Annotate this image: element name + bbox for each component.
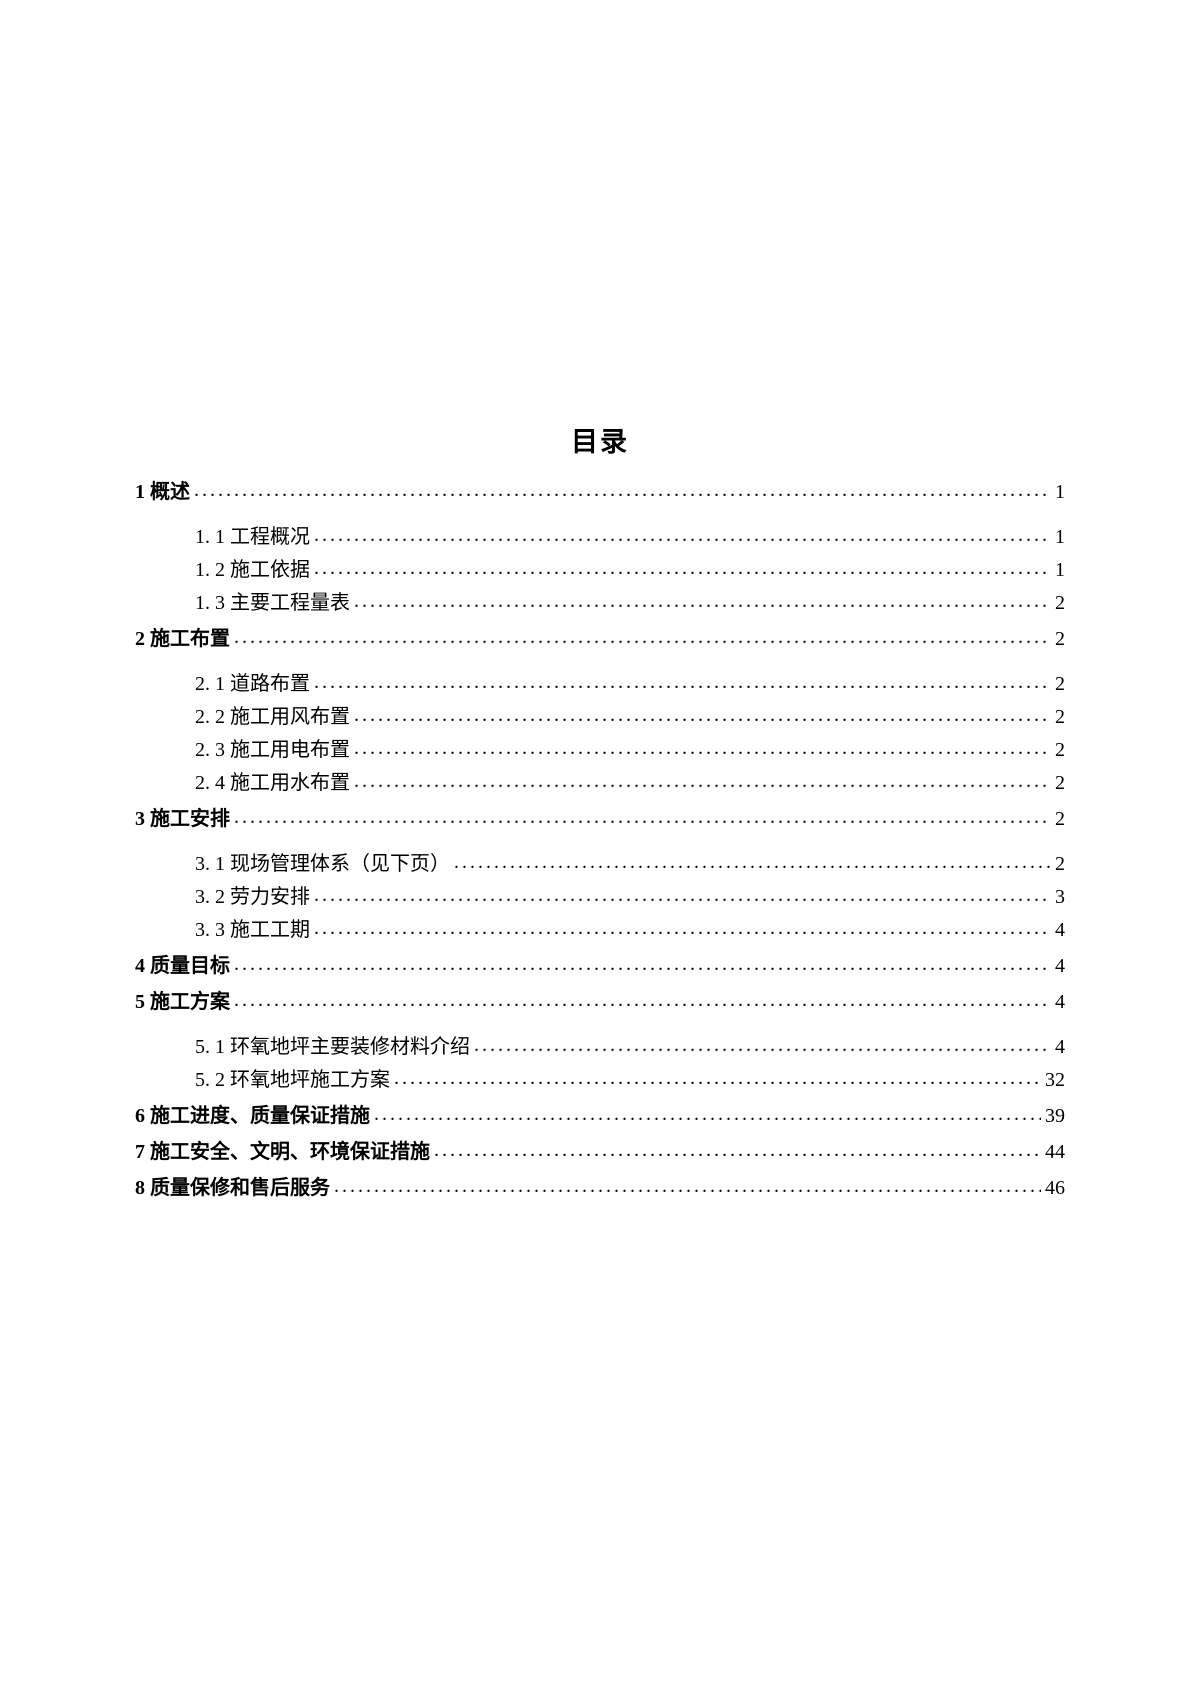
toc-dots xyxy=(314,880,1051,910)
toc-entry-label: 3 施工安排 xyxy=(135,804,230,834)
toc-dots xyxy=(394,1063,1041,1093)
toc-entry-page: 2 xyxy=(1055,804,1065,834)
toc-entry-label: 2. 2 施工用风布置 xyxy=(195,702,350,732)
toc-entry: 1. 3 主要工程量表 2 xyxy=(135,588,1065,618)
toc-entry-page: 2 xyxy=(1055,669,1065,699)
toc-dots xyxy=(314,553,1051,583)
toc-entry-label: 2. 3 施工用电布置 xyxy=(195,735,350,765)
toc-entry-page: 32 xyxy=(1045,1065,1065,1095)
toc-dots xyxy=(314,520,1051,550)
page-content: 目录 1 概述 1 1. 1 工程概况 1 1. 2 施工依据 1 1. 3 主要工程量表 2… xyxy=(0,0,1200,1203)
toc-title: 目录 xyxy=(135,420,1065,459)
toc-entry: 5. 1 环氧地坪主要装修材料介绍 4 xyxy=(135,1032,1065,1062)
toc-dots xyxy=(354,700,1051,730)
toc-entry-label: 8 质量保修和售后服务 xyxy=(135,1173,330,1203)
toc-entry-page: 4 xyxy=(1055,915,1065,945)
toc-dots xyxy=(354,586,1051,616)
toc-entry-page: 2 xyxy=(1055,624,1065,654)
toc-entry-label: 5. 2 环氧地坪施工方案 xyxy=(195,1065,390,1095)
toc-container: 1 概述11. 1 工程概况11. 2 施工依据11. 3 主要工程量表22 施… xyxy=(135,477,1065,1203)
toc-entry-label: 3. 3 施工工期 xyxy=(195,915,310,945)
toc-entry: 3. 1 现场管理体系（见下页） 2 xyxy=(135,849,1065,879)
toc-dots xyxy=(234,949,1051,979)
toc-entry-label: 2. 4 施工用水布置 xyxy=(195,768,350,798)
toc-entry-label: 1. 1 工程概况 xyxy=(195,522,310,552)
toc-entry: 6 施工进度、质量保证措施 39 xyxy=(135,1101,1065,1131)
toc-entry: 5. 2 环氧地坪施工方案 32 xyxy=(135,1065,1065,1095)
toc-entry-label: 1 概述 xyxy=(135,477,190,507)
toc-entry-label: 7 施工安全、文明、环境保证措施 xyxy=(135,1137,430,1167)
toc-dots xyxy=(314,913,1051,943)
toc-entry: 3. 2 劳力安排 3 xyxy=(135,882,1065,912)
toc-entry-label: 1. 2 施工依据 xyxy=(195,555,310,585)
toc-entry-label: 5 施工方案 xyxy=(135,987,230,1017)
toc-entry-page: 2 xyxy=(1055,702,1065,732)
toc-dots xyxy=(474,1030,1051,1060)
toc-entry: 3 施工安排 2 xyxy=(135,804,1065,834)
toc-entry: 1. 1 工程概况 1 xyxy=(135,522,1065,552)
toc-entry-page: 1 xyxy=(1055,477,1065,507)
toc-entry: 1. 2 施工依据 1 xyxy=(135,555,1065,585)
toc-entry-page: 2 xyxy=(1055,768,1065,798)
toc-dots xyxy=(194,475,1051,505)
toc-entry-page: 1 xyxy=(1055,555,1065,585)
toc-entry-label: 1. 3 主要工程量表 xyxy=(195,588,350,618)
toc-dots xyxy=(354,733,1051,763)
toc-entry: 3. 3 施工工期 4 xyxy=(135,915,1065,945)
toc-dots xyxy=(334,1171,1041,1201)
toc-dots xyxy=(234,985,1051,1015)
toc-entry-label: 3. 1 现场管理体系（见下页） xyxy=(195,849,450,879)
toc-entry: 2 施工布置 2 xyxy=(135,624,1065,654)
toc-entry: 8 质量保修和售后服务 46 xyxy=(135,1173,1065,1203)
toc-entry-page: 2 xyxy=(1055,849,1065,879)
toc-dots xyxy=(234,802,1051,832)
toc-entry-label: 3. 2 劳力安排 xyxy=(195,882,310,912)
toc-entry: 2. 2 施工用风布置 2 xyxy=(135,702,1065,732)
toc-dots xyxy=(234,622,1051,652)
toc-entry-page: 4 xyxy=(1055,987,1065,1017)
toc-entry-label: 5. 1 环氧地坪主要装修材料介绍 xyxy=(195,1032,470,1062)
toc-entry-page: 46 xyxy=(1045,1173,1065,1203)
toc-dots xyxy=(374,1099,1041,1129)
toc-entry-label: 6 施工进度、质量保证措施 xyxy=(135,1101,370,1131)
toc-entry-label: 2 施工布置 xyxy=(135,624,230,654)
toc-entry: 1 概述 1 xyxy=(135,477,1065,507)
toc-entry: 7 施工安全、文明、环境保证措施 44 xyxy=(135,1137,1065,1167)
toc-entry-page: 1 xyxy=(1055,522,1065,552)
toc-entry-page: 3 xyxy=(1055,882,1065,912)
toc-entry: 4 质量目标 4 xyxy=(135,951,1065,981)
toc-dots xyxy=(454,847,1051,877)
toc-entry-page: 44 xyxy=(1045,1137,1065,1167)
toc-entry: 2. 3 施工用电布置 2 xyxy=(135,735,1065,765)
toc-dots xyxy=(354,766,1051,796)
toc-entry-label: 4 质量目标 xyxy=(135,951,230,981)
toc-entry-page: 39 xyxy=(1045,1101,1065,1131)
toc-dots xyxy=(314,667,1051,697)
toc-entry-page: 4 xyxy=(1055,951,1065,981)
toc-entry-page: 4 xyxy=(1055,1032,1065,1062)
toc-entry: 5 施工方案 4 xyxy=(135,987,1065,1017)
toc-entry-page: 2 xyxy=(1055,735,1065,765)
toc-entry-label: 2. 1 道路布置 xyxy=(195,669,310,699)
toc-entry: 2. 1 道路布置 2 xyxy=(135,669,1065,699)
toc-dots xyxy=(434,1135,1041,1165)
toc-entry: 2. 4 施工用水布置 2 xyxy=(135,768,1065,798)
toc-entry-page: 2 xyxy=(1055,588,1065,618)
